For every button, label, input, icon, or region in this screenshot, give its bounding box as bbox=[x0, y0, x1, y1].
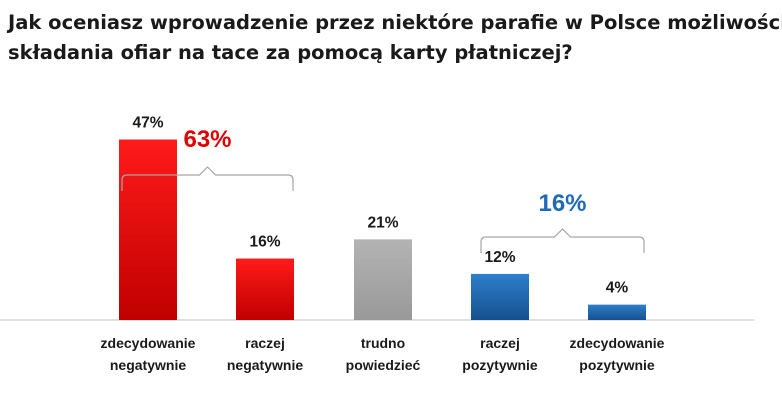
category-label-2-line-1: powiedzieć bbox=[346, 357, 421, 373]
chart-title-line-1: Jak oceniasz wprowadzenie przez niektóre… bbox=[8, 11, 782, 34]
category-label-4-line-1: pozytywnie bbox=[579, 357, 655, 373]
value-label-3: 12% bbox=[484, 249, 515, 266]
bar-4 bbox=[588, 304, 646, 320]
category-label-2-line-0: trudno bbox=[361, 335, 405, 351]
bar-0 bbox=[119, 139, 177, 320]
category-label-1-line-1: negatywnie bbox=[227, 357, 303, 373]
value-label-0: 47% bbox=[132, 115, 163, 132]
group-bracket-negative bbox=[121, 166, 294, 191]
bar-3 bbox=[471, 273, 529, 320]
group-total-label-negative: 63% bbox=[183, 126, 231, 153]
group-bracket-positive bbox=[480, 228, 645, 253]
category-label-3-line-0: raczej bbox=[480, 335, 520, 351]
chart-title-line-2: składania ofiar na tace za pomocą karty … bbox=[8, 41, 573, 64]
bar-1 bbox=[236, 258, 294, 320]
category-label-4-line-0: zdecydowanie bbox=[570, 335, 665, 351]
category-label-0-line-0: zdecydowanie bbox=[101, 335, 196, 351]
group-total-label-positive: 16% bbox=[538, 190, 586, 217]
value-label-1: 16% bbox=[249, 234, 280, 251]
value-label-2: 21% bbox=[367, 214, 398, 231]
value-label-4: 4% bbox=[606, 280, 629, 297]
chart-title: Jak oceniasz wprowadzenie przez niektóre… bbox=[8, 8, 782, 68]
category-label-1-line-0: raczej bbox=[245, 335, 285, 351]
bar-2 bbox=[354, 239, 412, 320]
category-label-0-line-1: negatywnie bbox=[110, 357, 186, 373]
category-label-3-line-1: pozytywnie bbox=[462, 357, 538, 373]
